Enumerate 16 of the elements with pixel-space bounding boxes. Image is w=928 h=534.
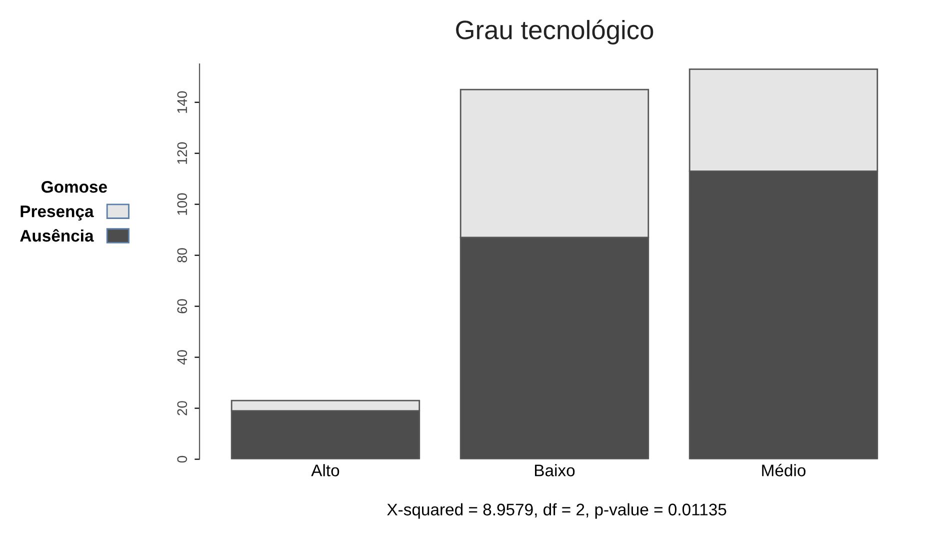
y-tick-label: 100 [177, 193, 188, 215]
x-tick-label: Alto [311, 464, 340, 476]
y-tick-label: 20 [177, 401, 188, 416]
y-tick-label: 60 [177, 299, 188, 314]
y-tick-label: 40 [177, 350, 188, 365]
chart-title: Grau tecnológico [456, 20, 654, 45]
x-tick-label: Médio [762, 464, 806, 476]
y-tick-label: 80 [177, 248, 188, 262]
y-tick-label: 140 [177, 91, 188, 113]
text: X-squared = 8.9579, df = 2, p-value = 0.01135 [387, 503, 726, 519]
y-tick-label: 0 [177, 456, 188, 463]
legend-label: Ausência [20, 229, 94, 242]
y-tick-label: 120 [177, 142, 188, 164]
legend-title: Gomose [42, 180, 107, 193]
legend-label: Presença [20, 206, 94, 221]
x-tick-label: Baixo [535, 464, 575, 476]
